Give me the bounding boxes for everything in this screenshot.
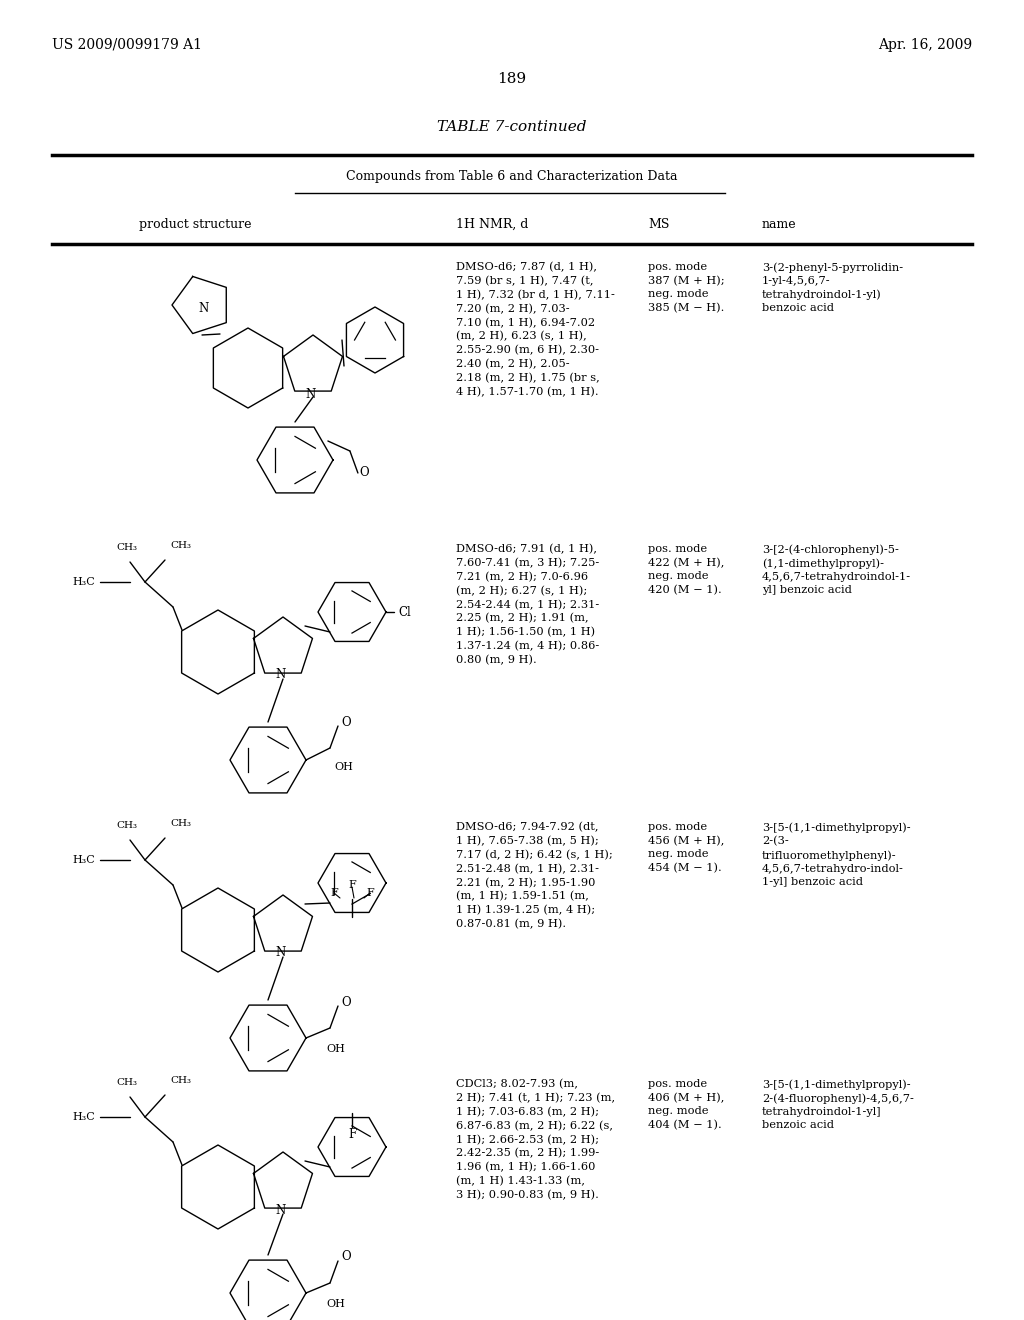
Text: name: name [762,218,797,231]
Text: OH: OH [326,1044,345,1053]
Text: OH: OH [326,1299,345,1309]
Text: N: N [199,302,209,315]
Text: 3-(2-phenyl-5-pyrrolidin-
1-yl-4,5,6,7-
tetrahydroindol-1-yl)
benzoic acid: 3-(2-phenyl-5-pyrrolidin- 1-yl-4,5,6,7- … [762,261,903,313]
Text: Cl: Cl [398,606,411,619]
Text: O: O [341,995,351,1008]
Text: OH: OH [334,762,353,772]
Text: pos. mode
387 (M + H);
neg. mode
385 (M − H).: pos. mode 387 (M + H); neg. mode 385 (M … [648,261,725,313]
Text: DMSO-d6; 7.91 (d, 1 H),
7.60-7.41 (m, 3 H); 7.25-
7.21 (m, 2 H); 7.0-6.96
(m, 2 : DMSO-d6; 7.91 (d, 1 H), 7.60-7.41 (m, 3 … [456,544,599,665]
Text: F: F [348,1129,356,1142]
Text: DMSO-d6; 7.87 (d, 1 H),
7.59 (br s, 1 H), 7.47 (t,
1 H), 7.32 (br d, 1 H), 7.11-: DMSO-d6; 7.87 (d, 1 H), 7.59 (br s, 1 H)… [456,261,614,397]
Text: 3-[2-(4-chlorophenyl)-5-
(1,1-dimethylpropyl)-
4,5,6,7-tetrahydroindol-1-
yl] be: 3-[2-(4-chlorophenyl)-5- (1,1-dimethylpr… [762,544,911,595]
Text: pos. mode
406 (M + H),
neg. mode
404 (M − 1).: pos. mode 406 (M + H), neg. mode 404 (M … [648,1078,724,1130]
Text: O: O [341,1250,351,1263]
Text: H₃C: H₃C [72,577,95,587]
Text: 3-[5-(1,1-dimethylpropyl)-
2-(4-fluorophenyl)-4,5,6,7-
tetrahydroindol-1-yl]
ben: 3-[5-(1,1-dimethylpropyl)- 2-(4-fluoroph… [762,1078,913,1130]
Text: N: N [275,946,286,960]
Text: N: N [275,1204,286,1217]
Text: MS: MS [648,218,670,231]
Text: CH₃: CH₃ [117,1078,137,1086]
Text: O: O [341,715,351,729]
Text: pos. mode
456 (M + H),
neg. mode
454 (M − 1).: pos. mode 456 (M + H), neg. mode 454 (M … [648,822,724,873]
Text: CDCl3; 8.02-7.93 (m,
2 H); 7.41 (t, 1 H); 7.23 (m,
1 H); 7.03-6.83 (m, 2 H);
6.8: CDCl3; 8.02-7.93 (m, 2 H); 7.41 (t, 1 H)… [456,1078,615,1200]
Text: F: F [330,888,338,898]
Text: 3-[5-(1,1-dimethylpropyl)-
2-(3-
trifluoromethylphenyl)-
4,5,6,7-tetrahydro-indo: 3-[5-(1,1-dimethylpropyl)- 2-(3- trifluo… [762,822,910,887]
Text: N: N [306,388,316,400]
Text: F: F [367,888,374,898]
Text: Compounds from Table 6 and Characterization Data: Compounds from Table 6 and Characterizat… [346,170,678,183]
Text: US 2009/0099179 A1: US 2009/0099179 A1 [52,38,202,51]
Text: H₃C: H₃C [72,855,95,865]
Text: F: F [348,880,356,890]
Text: TABLE 7-continued: TABLE 7-continued [437,120,587,135]
Text: CH₃: CH₃ [170,541,191,550]
Text: product structure: product structure [138,218,251,231]
Text: CH₃: CH₃ [117,543,137,552]
Text: O: O [359,466,369,479]
Text: Apr. 16, 2009: Apr. 16, 2009 [878,38,972,51]
Text: N: N [275,668,286,681]
Text: CH₃: CH₃ [117,821,137,830]
Text: DMSO-d6; 7.94-7.92 (dt,
1 H), 7.65-7.38 (m, 5 H);
7.17 (d, 2 H); 6.42 (s, 1 H);
: DMSO-d6; 7.94-7.92 (dt, 1 H), 7.65-7.38 … [456,822,612,929]
Text: 189: 189 [498,73,526,86]
Text: CH₃: CH₃ [170,818,191,828]
Text: 1H NMR, d: 1H NMR, d [456,218,528,231]
Text: CH₃: CH₃ [170,1076,191,1085]
Text: pos. mode
422 (M + H),
neg. mode
420 (M − 1).: pos. mode 422 (M + H), neg. mode 420 (M … [648,544,724,595]
Text: H₃C: H₃C [72,1111,95,1122]
